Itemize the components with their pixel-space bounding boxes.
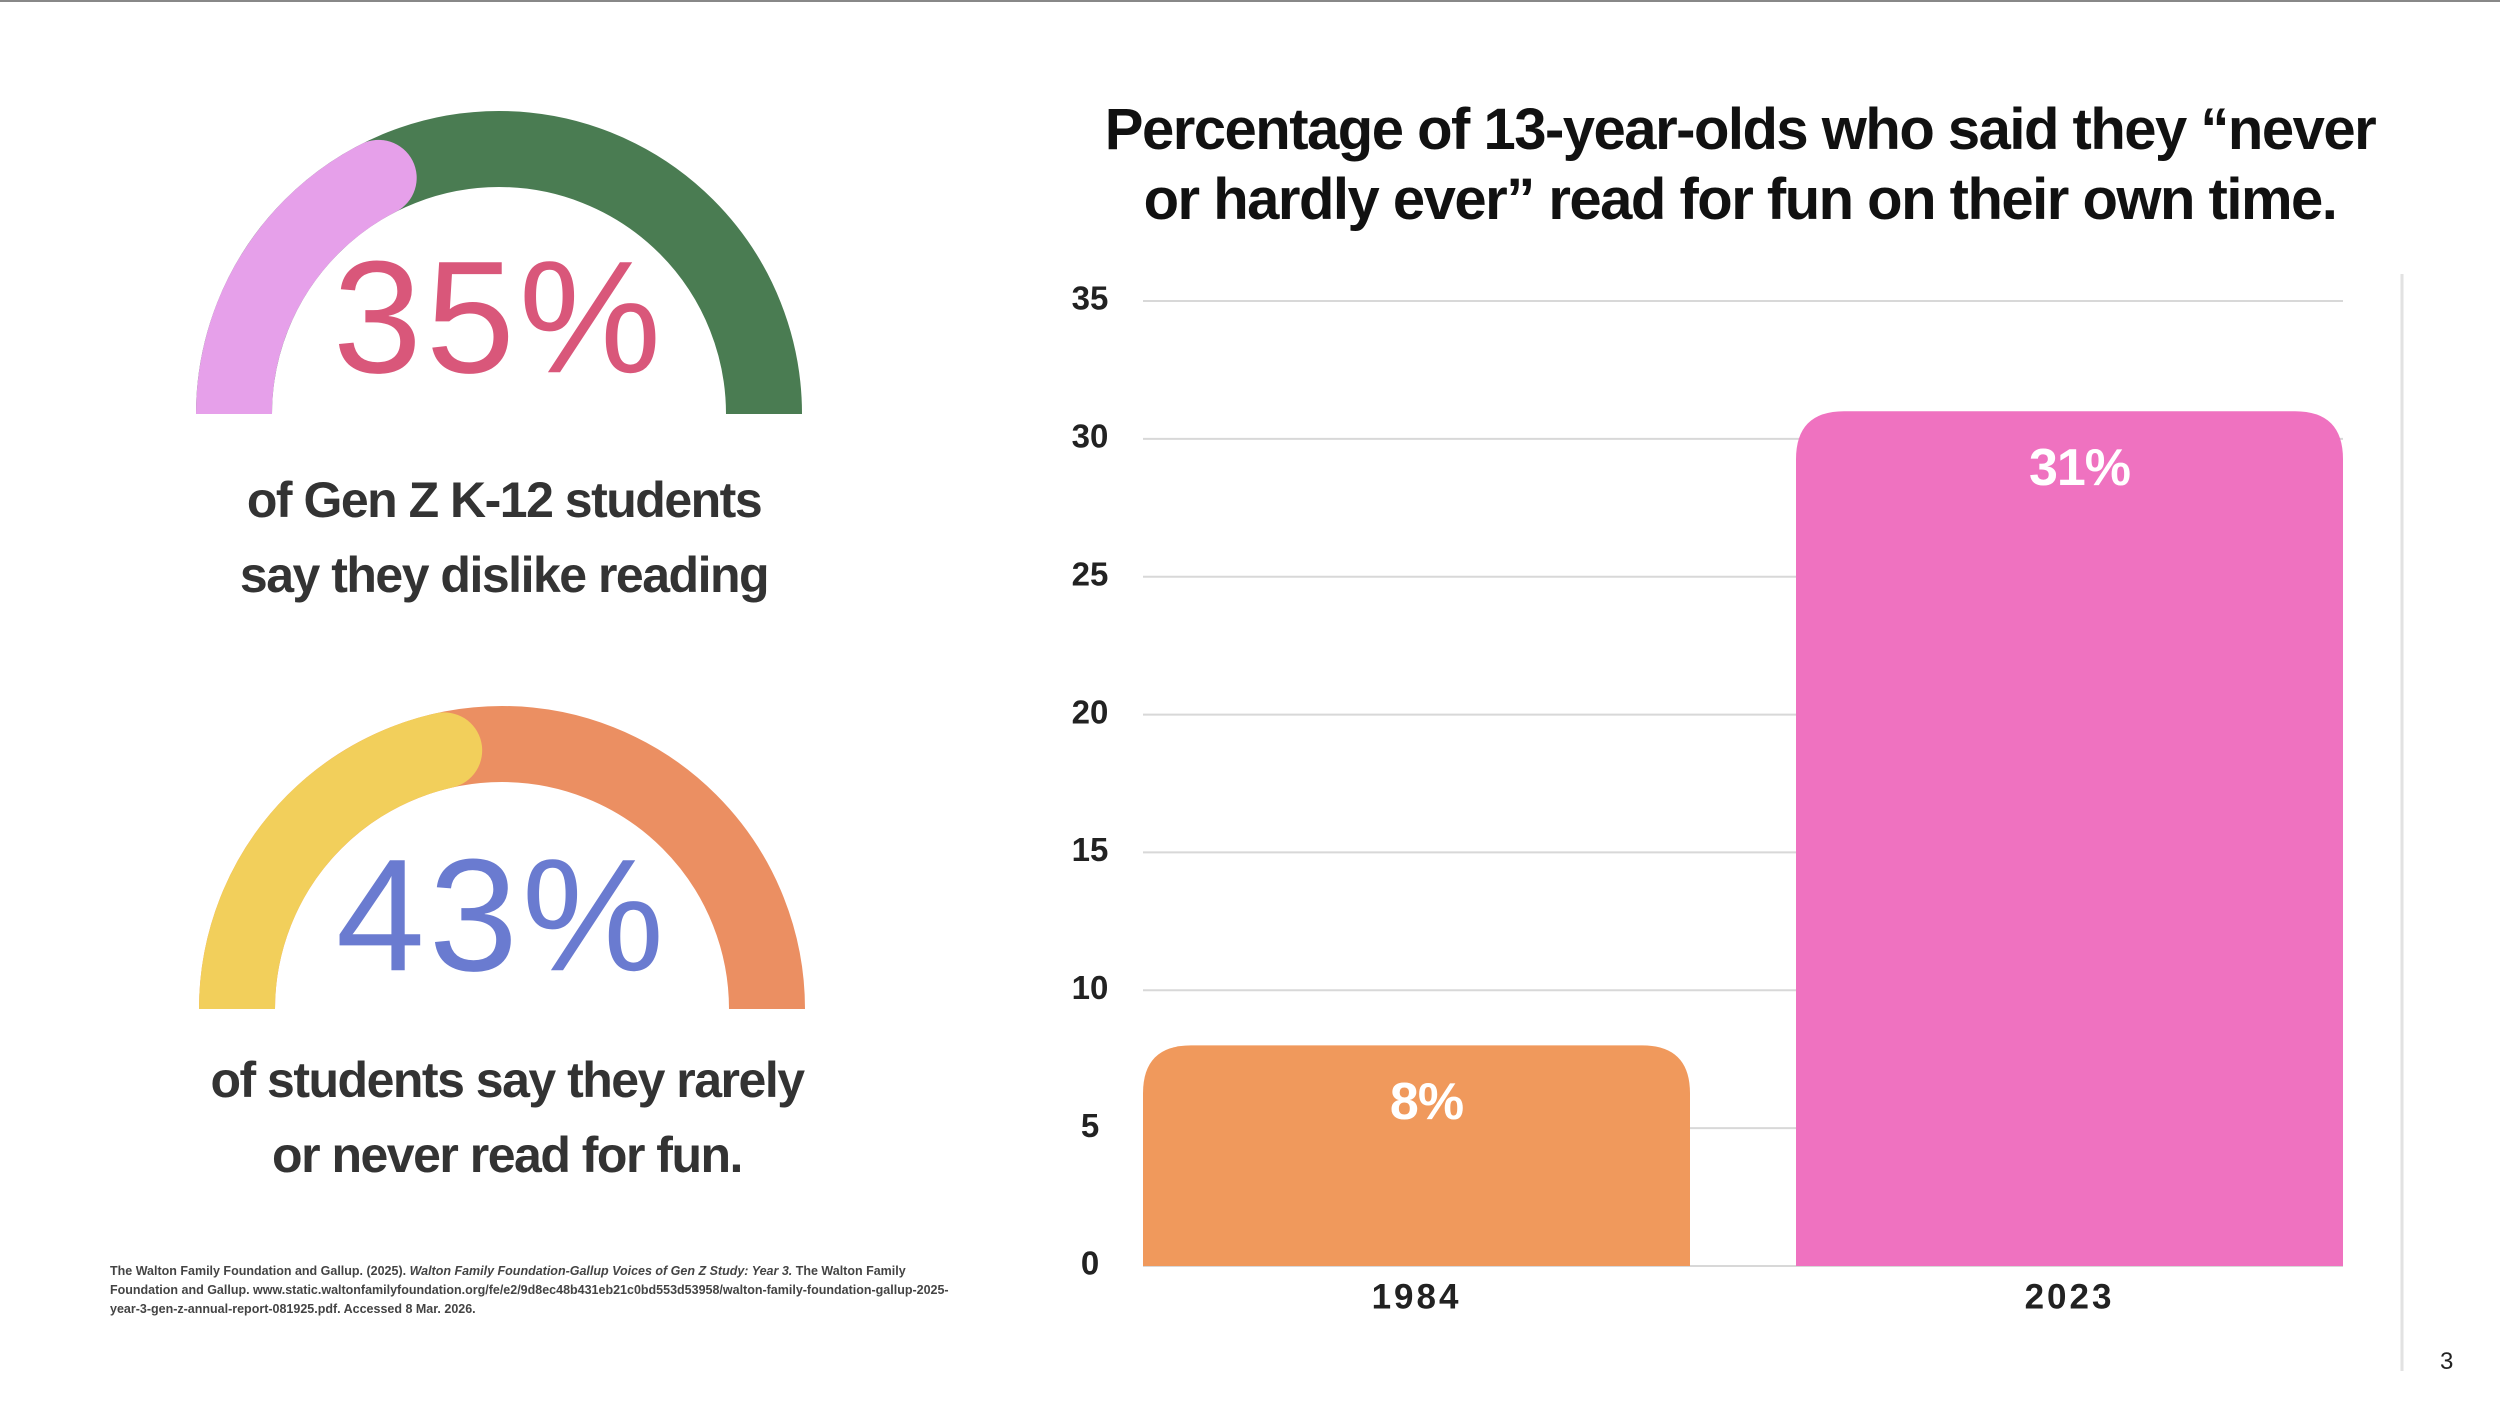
y-tick-label: 20 (1072, 693, 1109, 730)
gauge-caption: of students say they rarely (210, 1052, 805, 1108)
gauge-caption: of Gen Z K-12 students (247, 472, 761, 528)
footnote-url: www.static.waltonfamilyfoundation.org/fe… (110, 1283, 949, 1316)
gauge-arc (199, 712, 483, 1009)
y-tick-label: 0 (1081, 1245, 1099, 1282)
gauge-value-label: 43% (336, 825, 668, 1004)
y-tick-label: 30 (1072, 418, 1109, 455)
y-tick-label: 10 (1072, 969, 1109, 1006)
gauge-caption: say they dislike reading (240, 547, 768, 603)
y-tick-label: 5 (1081, 1107, 1099, 1144)
gauge-caption: or never read for fun. (272, 1127, 742, 1183)
footnote-title: Walton Family Foundation-Gallup Voices o… (409, 1264, 793, 1278)
bar-value-label: 31% (2029, 439, 2130, 497)
gauge-value-label: 35% (333, 227, 665, 406)
y-tick-label: 15 (1072, 831, 1109, 868)
x-tick-label: 2023 (2025, 1277, 2115, 1316)
page-number: 3 (2440, 1348, 2454, 1375)
gauge-arc (196, 139, 417, 414)
y-tick-label: 25 (1072, 555, 1109, 592)
footnote-text: The Walton Family Foundation and Gallup.… (110, 1264, 410, 1278)
x-tick-label: 1984 (1372, 1277, 1462, 1316)
footnote: The Walton Family Foundation and Gallup.… (110, 1262, 960, 1319)
bar (1143, 1045, 1690, 1266)
bar (1796, 411, 2343, 1266)
footnote-text: The Walton Family Foundation and Gallup. (110, 1264, 906, 1297)
bar-value-label: 8% (1390, 1073, 1463, 1131)
chart-title: or hardly ever” read for fun on their ow… (1143, 167, 2338, 232)
chart-title: Percentage of 13-year-olds who said they… (1104, 97, 2377, 162)
y-tick-label: 35 (1072, 280, 1109, 317)
